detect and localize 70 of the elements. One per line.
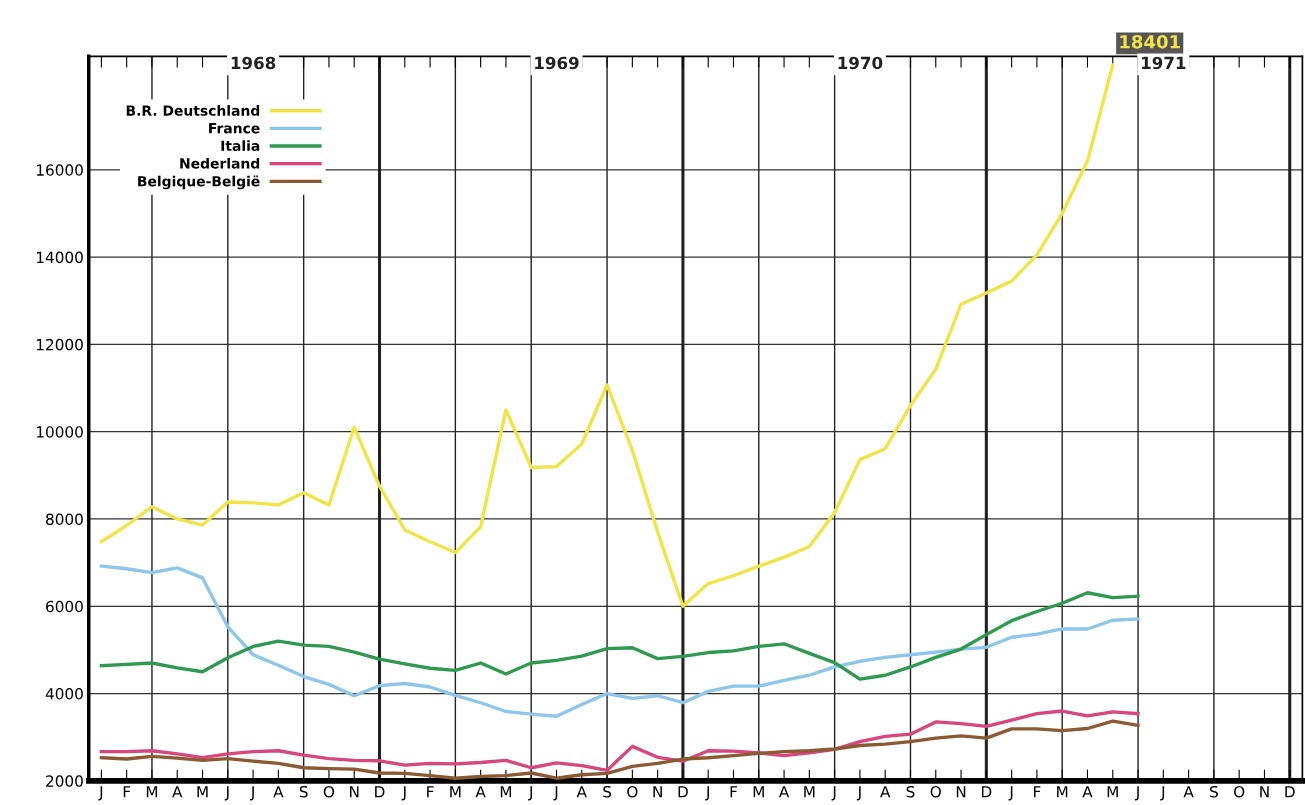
x-tick-label: A (778, 786, 790, 798)
x-tick-label: F (123, 786, 131, 798)
x-tick-label: D (375, 786, 385, 798)
x-tick-label: M (450, 786, 461, 798)
y-tick-label: 16000 (36, 164, 83, 176)
legend-label: Italia (221, 140, 260, 152)
x-tick-label: F (427, 786, 434, 798)
y-tick-label: 10000 (36, 426, 83, 438)
x-tick-label: S (299, 785, 308, 798)
x-tick-label: O (627, 785, 638, 798)
x-tick-label: O (930, 785, 941, 798)
legend-label: Belgique-België (138, 175, 260, 190)
x-tick-label: A (475, 786, 486, 798)
annotation: 1969 (535, 56, 579, 70)
y-tick-label: 12000 (36, 338, 83, 351)
x-tick-label: N (956, 786, 966, 798)
x-tick-label: J (856, 786, 861, 801)
x-tick-label: D (678, 786, 688, 798)
x-tick-label: J (401, 786, 406, 801)
x-tick-label: A (1183, 786, 1194, 798)
y-tick-label: 6000 (46, 600, 83, 613)
x-tick-label: J (705, 786, 709, 801)
x-tick-label: D (1285, 786, 1295, 798)
annotation: 1970 (838, 56, 883, 70)
x-tick-label: S (906, 785, 915, 798)
x-tick-label: D (981, 786, 992, 798)
x-tick-label: J (553, 786, 558, 801)
x-tick-label: O (1234, 785, 1245, 798)
x-tick-label: S (603, 785, 612, 798)
x-tick-label: A (172, 786, 183, 798)
line-series (99, 564, 1140, 718)
x-tick-label: J (98, 786, 103, 801)
x-tick-label: F (730, 786, 737, 798)
x-tick-label: M (804, 786, 815, 798)
y-tick-label: 4000 (45, 688, 83, 700)
y-tick-label: 14000 (36, 251, 83, 264)
y-tick-label: 8000 (46, 513, 83, 525)
x-tick-label: J (1135, 786, 1139, 801)
x-tick-label: N (350, 786, 359, 798)
x-tick-label: A (576, 786, 587, 798)
x-tick-label: M (1107, 786, 1118, 798)
x-tick-label: M (500, 786, 512, 798)
legend-label: B.R. Deutschland (126, 105, 260, 116)
annotation: 1968 (231, 56, 276, 70)
line-series (99, 591, 1140, 681)
x-tick-label: A (1082, 786, 1093, 798)
x-tick-label: N (653, 786, 662, 798)
legend-label: France (209, 123, 260, 134)
x-tick-label: A (880, 786, 891, 798)
x-tick-label: J (250, 786, 254, 801)
x-tick-label: M (146, 786, 158, 798)
line-series (99, 709, 1140, 773)
x-tick-label: O (323, 785, 335, 798)
data-label: 18401 (1120, 34, 1180, 49)
x-tick-label: M (753, 786, 764, 798)
x-tick-label: A (273, 786, 284, 798)
x-tick-label: J (1160, 786, 1165, 801)
x-tick-label: J (1008, 786, 1013, 801)
x-tick-label: F (1034, 786, 1041, 798)
legend-label: Nederland (180, 157, 260, 169)
x-tick-label: J (528, 786, 532, 801)
x-tick-label: J (831, 786, 836, 801)
x-tick-label: M (1057, 786, 1068, 798)
x-tick-label: S (1210, 785, 1218, 798)
y-tick-label: 2000 (46, 775, 83, 787)
line-series (99, 719, 1140, 780)
annotation: 1971 (1142, 56, 1186, 70)
x-tick-label: M (197, 786, 208, 798)
x-tick-label: N (1260, 786, 1269, 798)
x-tick-label: J (224, 786, 229, 801)
